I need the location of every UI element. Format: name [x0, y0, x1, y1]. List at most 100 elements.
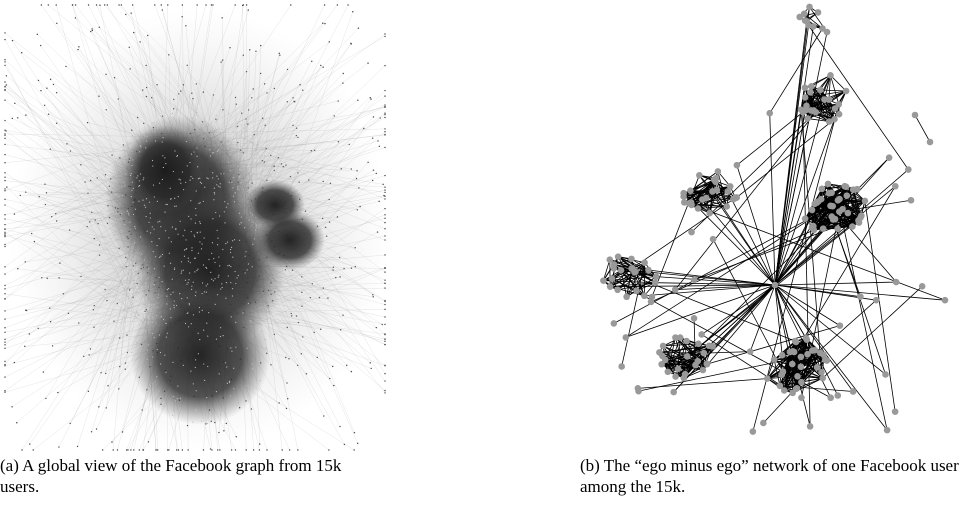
node [807, 423, 814, 430]
node [623, 334, 630, 341]
node [820, 351, 827, 358]
node [800, 109, 807, 116]
node [892, 408, 899, 415]
node [942, 297, 949, 304]
caption-a: (a) A global view of the Facebook graph … [0, 455, 380, 497]
node [824, 357, 831, 364]
node [723, 203, 730, 210]
node [845, 210, 852, 217]
node [660, 343, 667, 350]
node [789, 361, 796, 368]
page: (a) A global view of the Facebook graph … [0, 0, 961, 508]
node [760, 420, 767, 427]
node [803, 335, 810, 342]
node [633, 287, 640, 294]
node [614, 286, 621, 293]
node [700, 367, 707, 374]
node [653, 273, 660, 280]
node [698, 331, 705, 338]
node [810, 23, 817, 30]
node [715, 168, 722, 175]
node [787, 349, 794, 356]
node [747, 348, 754, 355]
node [733, 194, 740, 201]
node [810, 223, 817, 230]
node [803, 103, 810, 110]
node [615, 253, 622, 260]
node [828, 213, 835, 220]
node [819, 25, 826, 32]
node [882, 371, 889, 378]
node [681, 199, 688, 206]
node [912, 112, 919, 119]
node [908, 197, 915, 204]
node [779, 352, 786, 359]
node [771, 356, 778, 363]
node [684, 353, 691, 360]
node [683, 338, 690, 345]
edge [644, 285, 775, 296]
edge [915, 115, 930, 142]
node [819, 186, 826, 193]
node [809, 347, 816, 354]
node [850, 388, 857, 395]
node [635, 388, 642, 395]
node [781, 387, 788, 394]
node [801, 10, 808, 17]
node [704, 361, 711, 368]
node [834, 392, 841, 399]
node [659, 353, 666, 360]
node [600, 277, 607, 284]
node [884, 427, 891, 434]
node [694, 358, 701, 365]
node [873, 297, 880, 304]
node [610, 265, 617, 272]
node [712, 178, 719, 185]
node [687, 187, 694, 194]
node [802, 17, 809, 24]
node [827, 72, 834, 79]
node [807, 89, 814, 96]
edge [770, 29, 823, 114]
node [818, 369, 825, 376]
node [618, 363, 625, 370]
node [641, 292, 648, 299]
node [672, 373, 679, 380]
caption-b: (b) The “ego minus ego” network of one F… [580, 455, 960, 497]
edge [659, 352, 703, 353]
node [817, 87, 824, 94]
node [789, 390, 796, 397]
node [794, 373, 801, 380]
ego-network-image [0, 0, 961, 455]
node [802, 94, 809, 101]
edge [775, 282, 896, 285]
node [670, 389, 677, 396]
node [927, 139, 934, 146]
node [677, 334, 684, 341]
node [688, 202, 695, 209]
node [802, 84, 809, 91]
node [798, 363, 805, 370]
edge [823, 286, 922, 378]
node [806, 4, 813, 11]
node [681, 375, 688, 382]
node [892, 183, 899, 190]
node [905, 166, 912, 173]
node [652, 279, 659, 286]
edge [737, 119, 835, 197]
node [827, 203, 834, 210]
node [706, 210, 713, 217]
node [628, 256, 635, 263]
node [709, 343, 716, 350]
node [611, 320, 618, 327]
node [815, 9, 822, 16]
node [665, 368, 672, 375]
node [607, 283, 614, 290]
node [826, 96, 833, 103]
node [680, 193, 687, 200]
node [802, 215, 809, 222]
node [772, 282, 779, 289]
node [844, 192, 851, 199]
edge [674, 285, 775, 392]
node [798, 394, 805, 401]
